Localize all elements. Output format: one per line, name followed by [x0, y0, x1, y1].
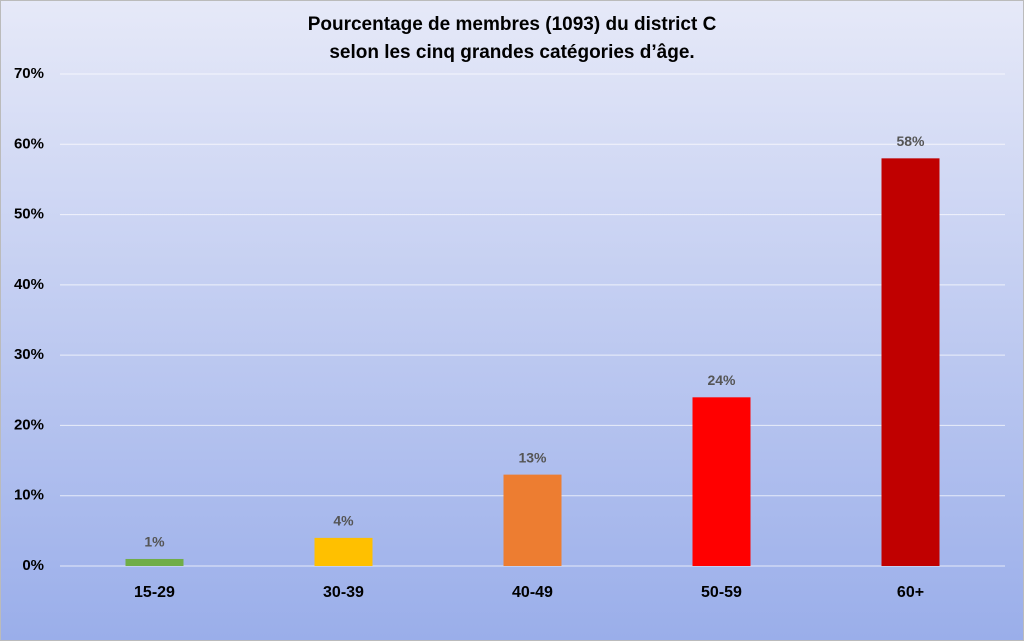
x-tick-label: 60+ [897, 584, 924, 601]
bar [125, 558, 184, 566]
y-tick-label: 70% [14, 65, 44, 82]
x-tick-label: 40-49 [512, 584, 553, 601]
value-label: 24% [707, 372, 736, 388]
chart-title: Pourcentage de membres (1093) du distric… [308, 14, 717, 35]
value-label: 13% [518, 449, 547, 465]
y-tick-label: 40% [14, 276, 44, 293]
y-tick-label: 20% [14, 416, 44, 433]
y-tick-label: 30% [14, 346, 44, 363]
x-tick-label: 15-29 [134, 584, 175, 601]
y-tick-label: 50% [14, 206, 44, 223]
y-tick-label: 0% [22, 557, 44, 574]
chart-title: selon les cinq grandes catégories d’âge. [329, 42, 694, 63]
y-tick-label: 60% [14, 135, 44, 152]
bar [314, 537, 373, 566]
y-tick-label: 10% [14, 487, 44, 504]
bar [881, 158, 940, 567]
x-tick-label: 50-59 [701, 584, 742, 601]
bar [503, 474, 562, 566]
value-label: 1% [144, 534, 165, 550]
bar [692, 397, 751, 566]
value-label: 4% [333, 513, 354, 529]
x-tick-label: 30-39 [323, 584, 364, 601]
value-label: 58% [896, 133, 925, 149]
